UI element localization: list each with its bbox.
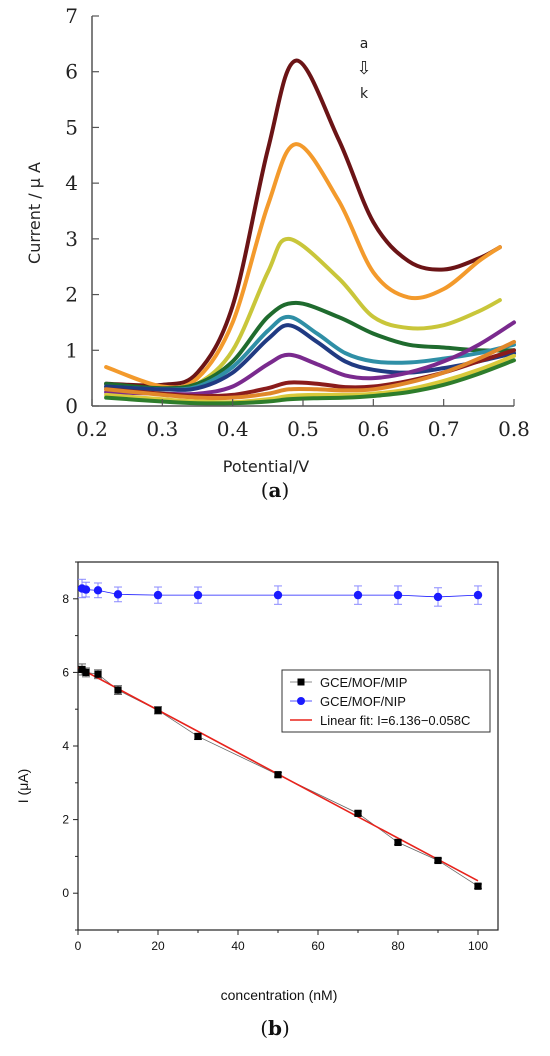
caption-b: (b) — [260, 1016, 290, 1040]
mip-data-point — [274, 771, 282, 779]
mip-data-point — [82, 668, 90, 676]
y-tick-label: 3 — [65, 227, 78, 251]
legend-box — [281, 669, 491, 733]
series-line — [104, 358, 516, 406]
caption-a: (a) — [260, 478, 290, 502]
x-tick-label: 80 — [391, 939, 405, 953]
y-tick-label: 6 — [65, 60, 78, 84]
mip-data-point — [354, 809, 362, 817]
mip-data-point — [194, 732, 202, 741]
x-tick-label: 0.4 — [217, 417, 249, 441]
nip-data-point — [433, 592, 443, 602]
y-tick-label: 4 — [65, 171, 78, 195]
x-tick-label: 0.5 — [287, 417, 319, 441]
chart-b-legend: GCE/MOF/MIP GCE/MOF/NIP Linear fit: I=6.13… — [281, 669, 491, 733]
x-tick-label: 60 — [311, 939, 325, 953]
chart-panel-a: 0 1 2 3 4 5 6 7 0.2 0.3 0.4 0.5 0.6 0.7 0.8 Current / … — [0, 0, 550, 520]
y-tick-label: 2 — [65, 283, 78, 307]
y-tick-label: 2 — [62, 813, 69, 827]
series-line — [104, 142, 502, 390]
legend-entry-label: Linear fit: I=6.136−0.058C — [320, 713, 470, 728]
chart-a-svg: 0 1 2 3 4 5 6 7 0.2 0.3 0.4 0.5 0.6 0.7 0.8 Current / … — [25, 4, 530, 476]
series-line — [104, 300, 516, 391]
series-line — [104, 339, 516, 401]
x-tick-label: 40 — [231, 939, 245, 953]
y-tick-label: 8 — [62, 592, 69, 606]
chart-panel-b: 0 2 4 6 8 0 20 40 60 80 100 I (μA) concentration (… — [0, 540, 550, 1056]
x-tick-label: 20 — [151, 939, 165, 953]
mip-data-point — [434, 856, 442, 865]
mip-data-point — [474, 882, 482, 890]
x-tick-label: 0.3 — [146, 417, 178, 441]
legend-entry-label: GCE/MOF/MIP — [320, 675, 407, 690]
x-tick-label: 100 — [468, 939, 488, 953]
nip-data-point — [93, 586, 103, 595]
nip-data-point — [473, 590, 483, 600]
nip-data-point — [393, 590, 403, 600]
nip-data-point — [193, 590, 203, 600]
chart-a-curves — [104, 58, 516, 406]
x-tick-label: 0 — [75, 939, 82, 953]
nip-data-point — [353, 590, 363, 600]
nip-data-point — [81, 585, 91, 594]
nip-data-point — [113, 590, 123, 599]
mip-data-point — [394, 838, 402, 847]
annotation-k-label: k — [360, 86, 369, 102]
legend-square-marker — [297, 678, 305, 686]
nip-data-point — [273, 590, 283, 600]
y-tick-label: 7 — [65, 4, 78, 28]
mip-data-point — [154, 706, 162, 714]
chart-b-xlabel: concentration (nM) — [221, 987, 338, 1003]
y-tick-label: 6 — [62, 665, 69, 679]
x-tick-label: 0.8 — [498, 417, 530, 441]
x-tick-label: 0.2 — [76, 417, 108, 441]
y-tick-label: 4 — [62, 739, 69, 753]
down-arrow-icon: ⇩ — [356, 58, 371, 79]
chart-b-ylabel: I (μA) — [15, 769, 31, 804]
chart-a-ylabel: Current / μ A — [25, 162, 44, 264]
chart-b-plot — [77, 578, 483, 890]
x-tick-label: 0.6 — [357, 417, 389, 441]
chart-a-axes: 0 1 2 3 4 5 6 7 0.2 0.3 0.4 0.5 0.6 0.7 0.8 — [65, 4, 530, 441]
series-line — [104, 320, 516, 397]
mip-data-point — [94, 670, 102, 678]
nip-data-point — [153, 590, 163, 600]
series-line — [104, 58, 502, 388]
mip-data-point — [114, 686, 122, 694]
series-line — [104, 323, 516, 392]
x-tick-label: 0.7 — [428, 417, 460, 441]
y-tick-label: 0 — [62, 886, 69, 900]
y-tick-label: 5 — [65, 115, 78, 139]
y-tick-label: 0 — [65, 394, 78, 418]
y-tick-label: 1 — [65, 338, 78, 362]
plot-frame — [77, 561, 499, 931]
annotation-a-label: a — [360, 36, 369, 52]
legend-entry-label: GCE/MOF/NIP — [320, 694, 406, 709]
legend-circle-marker — [297, 697, 305, 705]
mip-data-point — [78, 665, 86, 674]
chart-a-xlabel: Potential/V — [223, 457, 309, 476]
